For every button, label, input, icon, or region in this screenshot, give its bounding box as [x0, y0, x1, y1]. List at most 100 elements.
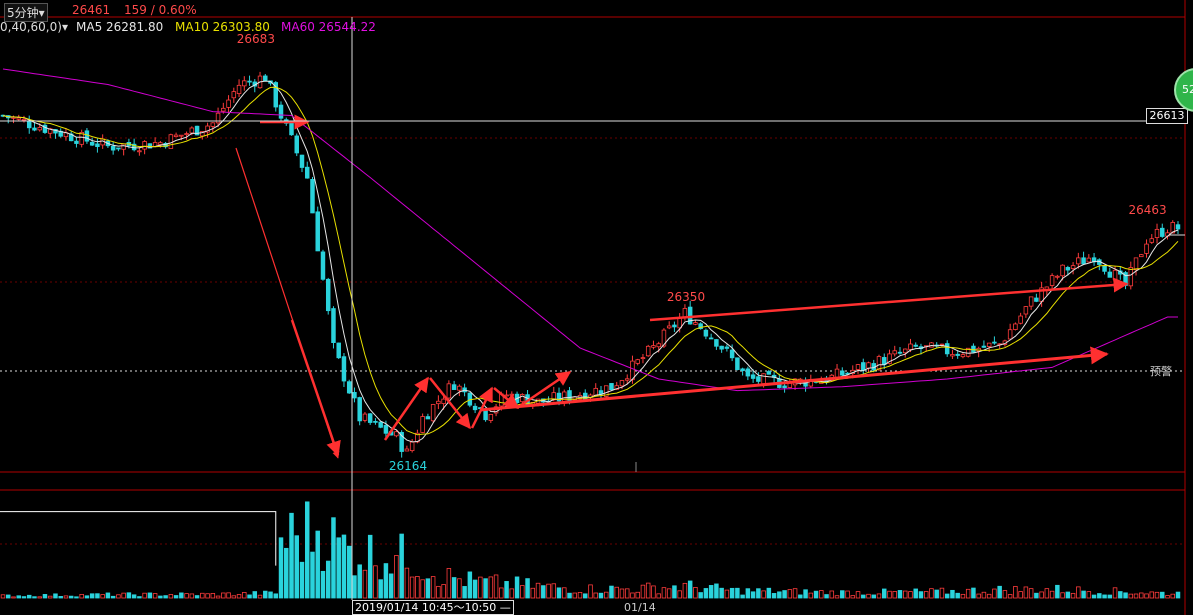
trend-arrow [479, 346, 1109, 412]
volume-bar [577, 592, 583, 599]
volume-bar [215, 595, 221, 599]
candle-body [1112, 269, 1118, 280]
volume-bar [939, 587, 945, 599]
alert-label[interactable]: 预警 [1150, 365, 1172, 378]
volume-bar [682, 582, 688, 599]
volume-bar [1154, 591, 1160, 599]
volume-bar [42, 594, 48, 599]
candle-body [84, 130, 90, 142]
volume-bar [357, 564, 362, 599]
volume-bar [200, 592, 205, 599]
price-annotation: 26683 [236, 32, 275, 47]
candle-body [965, 347, 971, 357]
volume-bar [268, 591, 273, 599]
candle-body [95, 143, 100, 148]
candle-body [89, 141, 95, 146]
candle-body [362, 413, 368, 421]
ma-params-selector[interactable]: 0,40,60,0)▾ [0, 20, 68, 34]
candle-body [955, 353, 960, 356]
volume-bar [446, 568, 452, 599]
candle-body [556, 392, 562, 402]
volume-bar [121, 592, 126, 599]
volume-bar [756, 588, 761, 599]
ma5-value: MA5 26281.80 [76, 20, 164, 34]
candle-body [740, 368, 745, 372]
candle-body [74, 140, 79, 144]
volume-bar [226, 592, 231, 599]
candle-body [761, 373, 766, 385]
volume-bar [126, 592, 132, 599]
volume-bar [1060, 592, 1065, 599]
candle-body [394, 431, 399, 437]
candle-body [226, 99, 231, 108]
last-price: 26461 [72, 3, 111, 17]
period-selector[interactable]: 5分钟▾ [4, 3, 48, 22]
volume-bar [698, 592, 703, 599]
volume-bar [724, 589, 730, 599]
volume-bar [11, 596, 16, 599]
candle-body [782, 385, 787, 389]
candle-body [603, 385, 609, 397]
volume-bar [173, 595, 179, 599]
candle-body [215, 112, 221, 124]
candle-body [619, 380, 625, 387]
volume-bar [593, 592, 598, 599]
candle-body [299, 154, 305, 168]
volume-bar [808, 592, 814, 599]
price-change: 159 / 0.60% [124, 3, 197, 17]
date-axis-label: 01/14 [624, 601, 656, 614]
volume-bar [509, 588, 515, 599]
volume-bar [997, 585, 1002, 599]
candle-body [766, 371, 772, 375]
volume-bar [750, 591, 756, 599]
candle-body [263, 75, 268, 82]
candle-body [1065, 267, 1071, 271]
volume-bar [787, 589, 793, 599]
candle-body [37, 127, 42, 131]
crosshair-price-label: 26613 [1146, 108, 1188, 124]
volume-bar [457, 578, 462, 599]
candle-body [378, 421, 383, 428]
volume-bar [583, 593, 588, 599]
volume-bar [79, 593, 84, 599]
volume-bar [1055, 584, 1060, 599]
volume-bar [179, 592, 184, 599]
volume-bar [189, 593, 195, 599]
volume-bar [792, 588, 798, 599]
volume-bar [0, 594, 6, 599]
volume-bar [588, 584, 593, 599]
ma10-value: MA10 26303.80 [175, 20, 270, 34]
volume-bar [1049, 590, 1055, 599]
volume-bar [729, 587, 735, 599]
volume-bar [525, 578, 530, 599]
candle-body [640, 357, 646, 360]
candle-body [1028, 296, 1034, 307]
volume-bar [1065, 591, 1071, 599]
volume-bar [546, 583, 551, 599]
volume-bar [362, 569, 368, 599]
volume-bar [541, 585, 546, 599]
volume-bar [294, 535, 299, 599]
candle-body [404, 448, 410, 452]
volume-bar [100, 594, 105, 599]
candle-body [635, 359, 640, 364]
trend-arrow [493, 387, 520, 409]
volume-bar [950, 589, 955, 599]
volume-bar [530, 587, 536, 599]
candle-body [16, 117, 21, 120]
volume-bar [1086, 591, 1092, 599]
candle-body [1023, 306, 1029, 315]
price-annotation: 26164 [388, 459, 428, 474]
candle-body [944, 343, 950, 355]
ma60-value: MA60 26544.22 [281, 20, 376, 34]
candle-body [273, 82, 279, 108]
crosshair-time-label: 2019/01/14 10:45～10:50 — [352, 600, 514, 615]
candle-body [357, 397, 362, 422]
candle-body [986, 342, 992, 347]
candle-body [729, 349, 735, 359]
candle-body [861, 362, 866, 371]
candle-body [341, 356, 347, 382]
volume-bar [687, 580, 693, 599]
ma10-line [2, 86, 1179, 436]
